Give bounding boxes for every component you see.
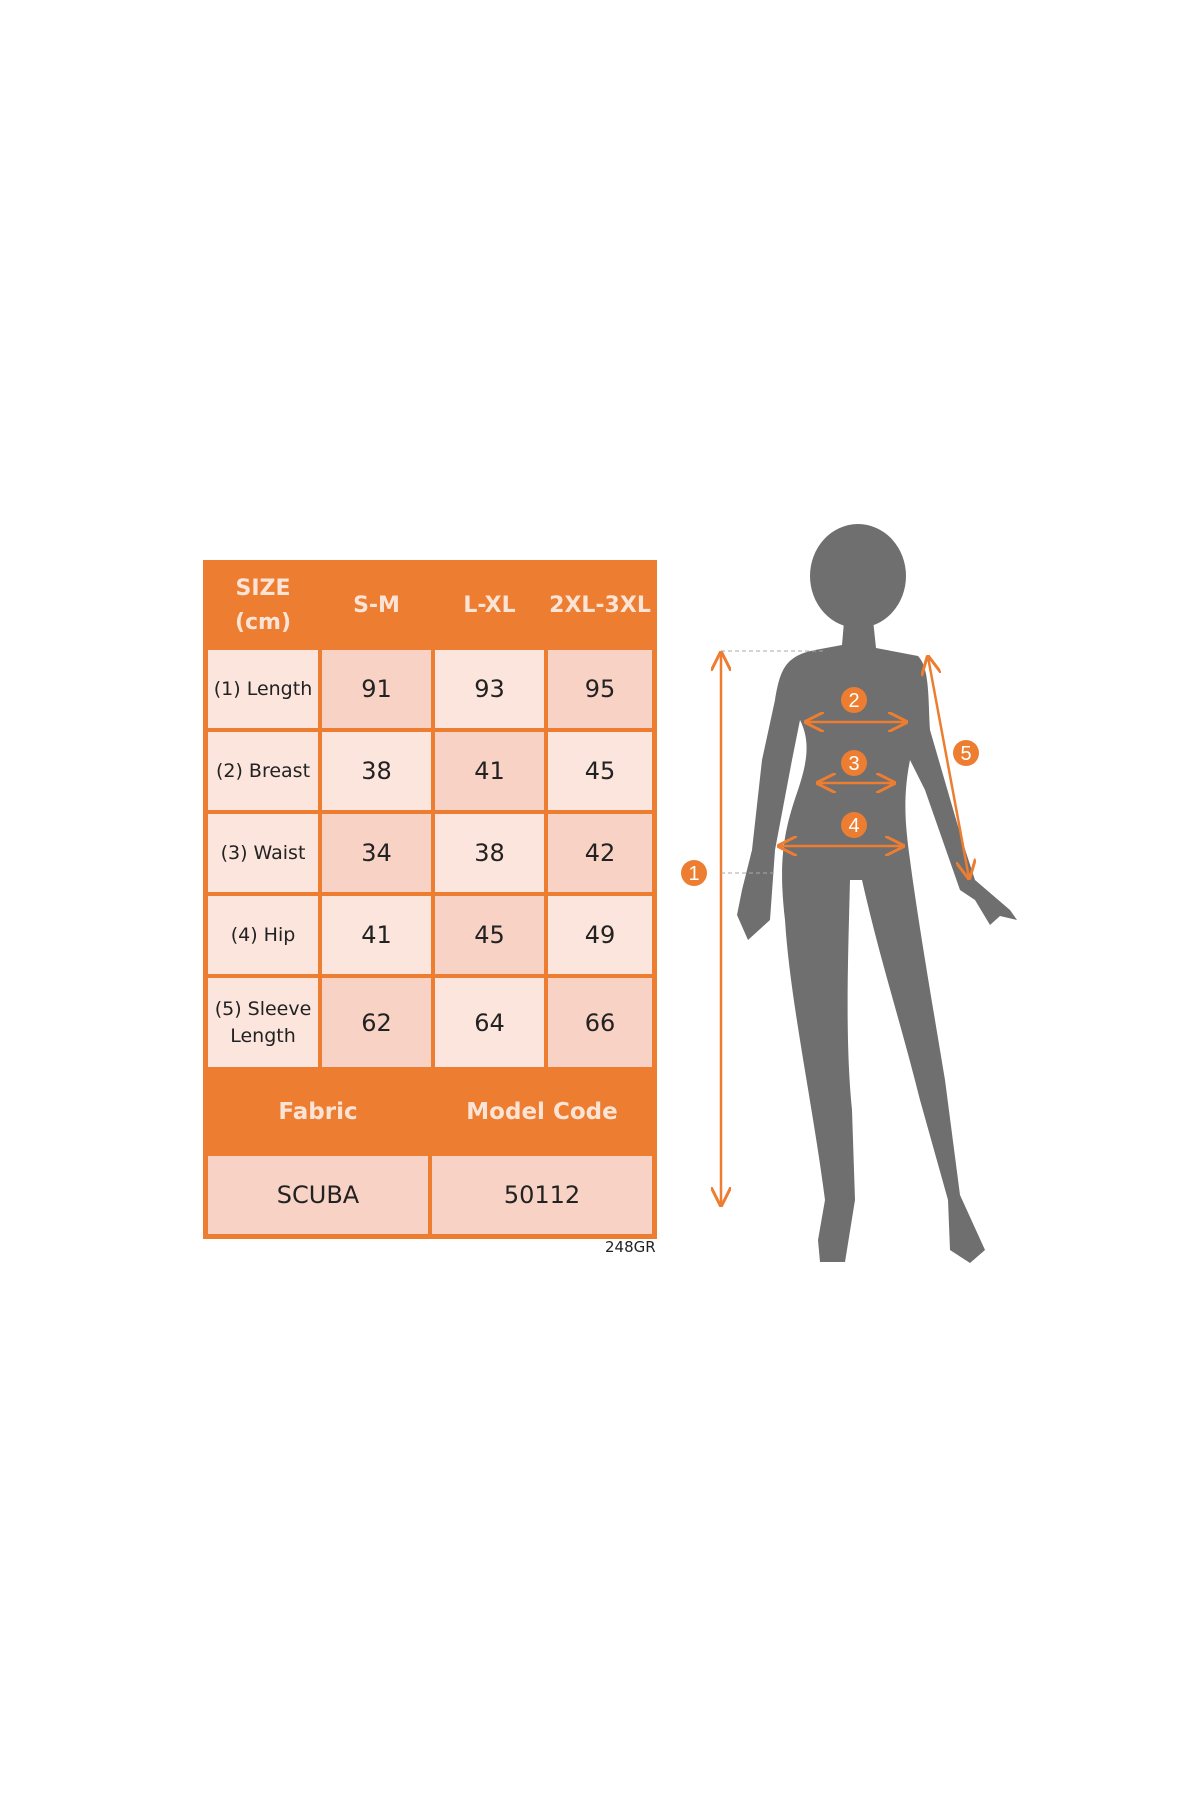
table-header-row: SIZE (cm) S-M L-XL 2XL-3XL: [206, 563, 654, 648]
cell: 38: [433, 812, 546, 894]
model-code-value: 50112: [430, 1154, 654, 1236]
woman-silhouette: [737, 524, 1017, 1263]
cell: 38: [320, 730, 433, 812]
cell: 45: [546, 730, 654, 812]
cell: 95: [546, 648, 654, 730]
table-row: (4) Hip 41 45 49: [206, 894, 654, 976]
header-l-xl: L-XL: [433, 563, 546, 648]
cell: 64: [433, 976, 546, 1069]
header-size: SIZE (cm): [206, 563, 320, 648]
table-row: (3) Waist 34 38 42: [206, 812, 654, 894]
dashed-guides: [721, 650, 823, 874]
fabric-value: SCUBA: [206, 1154, 430, 1236]
size-chart-table: SIZE (cm) S-M L-XL 2XL-3XL (1) Length 91…: [203, 560, 657, 1239]
cell: 93: [433, 648, 546, 730]
row-label: (2) Breast: [206, 730, 320, 812]
cell: 91: [320, 648, 433, 730]
measure-guides: [721, 653, 969, 1205]
product-code: 248GR: [605, 1238, 656, 1256]
marker-3: 3: [848, 753, 859, 775]
cell: 41: [320, 894, 433, 976]
footer-header-row: Fabric Model Code: [206, 1069, 654, 1154]
header-2xl-3xl: 2XL-3XL: [546, 563, 654, 648]
marker-5: 5: [960, 743, 971, 765]
cell: 34: [320, 812, 433, 894]
sleeve-arrow: [928, 657, 969, 878]
marker-1: 1: [688, 863, 699, 885]
cell: 41: [433, 730, 546, 812]
table-row: (2) Breast 38 41 45: [206, 730, 654, 812]
row-label: (5) Sleeve Length: [206, 976, 320, 1069]
table-row: (5) Sleeve Length 62 64 66: [206, 976, 654, 1069]
table-row: (1) Length 91 93 95: [206, 648, 654, 730]
cell: 49: [546, 894, 654, 976]
row-label: (4) Hip: [206, 894, 320, 976]
marker-4: 4: [848, 815, 859, 837]
row-label: (3) Waist: [206, 812, 320, 894]
header-s-m: S-M: [320, 563, 433, 648]
row-label: (1) Length: [206, 648, 320, 730]
header-model-code: Model Code: [430, 1069, 654, 1154]
cell: 62: [320, 976, 433, 1069]
cell: 42: [546, 812, 654, 894]
cell: 66: [546, 976, 654, 1069]
header-fabric: Fabric: [206, 1069, 430, 1154]
marker-badges: 1 2 3 4 5: [681, 687, 979, 886]
cell: 45: [433, 894, 546, 976]
marker-2: 2: [848, 690, 859, 712]
footer-value-row: SCUBA 50112: [206, 1154, 654, 1236]
